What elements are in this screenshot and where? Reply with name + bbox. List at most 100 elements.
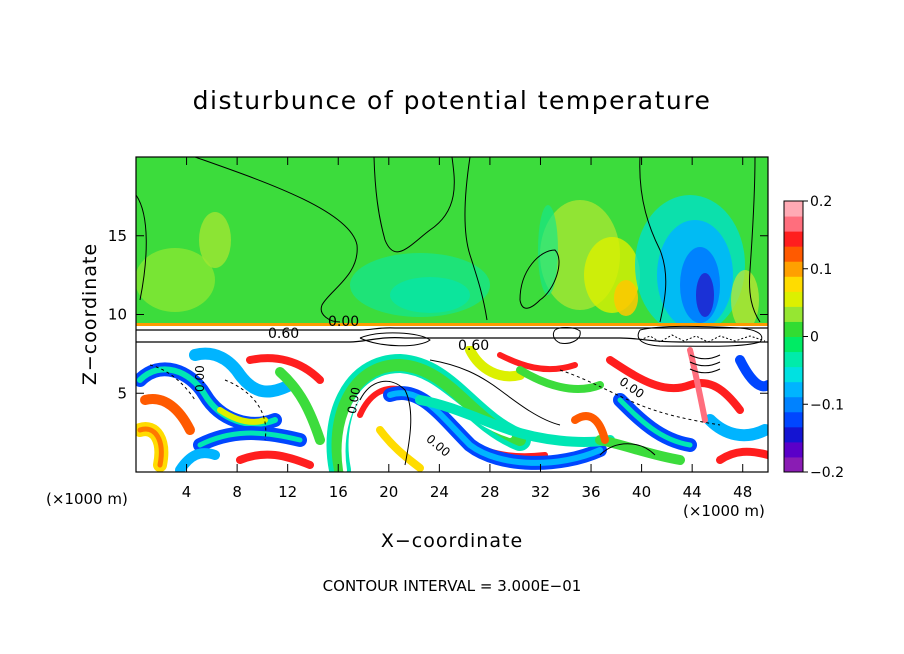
- streak: [387, 390, 603, 466]
- contour-line: [194, 157, 358, 323]
- contour-line: [749, 157, 761, 323]
- field-blob: [136, 248, 215, 312]
- colorbar-swatch: [784, 276, 803, 292]
- contour-line: [599, 443, 656, 456]
- contour-layer: [136, 157, 768, 466]
- streak: [465, 346, 525, 382]
- chart-title: disturbunce of potential temperature: [192, 86, 712, 115]
- colorbar-tick-label: −0.1: [810, 397, 844, 413]
- contour-line: [136, 194, 147, 301]
- colorbar-swatch: [784, 231, 803, 247]
- streak: [735, 355, 768, 392]
- colorbar-tick-label: −0.2: [810, 465, 844, 481]
- colorbar-swatch: [784, 216, 803, 232]
- colorbar-swatch: [784, 426, 803, 443]
- contour-label: 0.00: [345, 386, 363, 415]
- field-blob: [614, 280, 638, 316]
- x-tick-label: 12: [278, 483, 297, 501]
- x-tick-label: 8: [232, 483, 242, 501]
- contour-label: 0.00: [328, 314, 359, 330]
- x-tick-label: 28: [480, 483, 499, 501]
- y-ticks: [136, 235, 768, 394]
- colorbar-swatch: [784, 261, 803, 277]
- turbulence-layer: [136, 346, 768, 472]
- x-tick-label: 48: [733, 483, 752, 501]
- x-tick-label: 36: [581, 483, 600, 501]
- field-blob: [390, 277, 470, 313]
- streak: [175, 448, 220, 472]
- streak: [497, 352, 578, 373]
- contour-label: 0.60: [268, 326, 299, 342]
- field-layer: [136, 157, 768, 472]
- x-tick-label: 20: [379, 483, 398, 501]
- colorbar-swatch: [784, 351, 803, 368]
- colorbar-swatch: [784, 246, 803, 262]
- y-tick-label: 5: [117, 384, 127, 402]
- field-blob: [731, 270, 759, 330]
- contour-label: 0.60: [458, 338, 489, 354]
- streak: [236, 450, 314, 469]
- contour-line: [224, 379, 267, 441]
- x-unit-right: (×1000 m): [683, 502, 765, 520]
- contour-line: [359, 380, 412, 466]
- colorbar-labels: 0.2 0.1 0 −0.1 −0.2: [810, 194, 844, 481]
- stable-band: [136, 326, 768, 346]
- streak: [376, 426, 424, 472]
- x-tick-labels: 4 8 12 16 20 24 28 32 36 40 44 48: [182, 483, 752, 501]
- streak: [140, 394, 195, 435]
- colorbar-swatch: [784, 336, 803, 353]
- x-tick-label: 24: [430, 483, 449, 501]
- colorbar-swatch: [784, 381, 803, 398]
- colorbar-tick-label: 0.2: [810, 194, 832, 210]
- streak: [571, 412, 609, 444]
- streak: [716, 447, 768, 464]
- contour-line: [639, 157, 667, 323]
- contour-line: [136, 336, 768, 343]
- contour-label: 0.00: [193, 365, 207, 392]
- contour-line: [359, 332, 431, 347]
- x-tick-label: 16: [329, 483, 348, 501]
- streak: [516, 366, 604, 394]
- colorbar-tick-label: 0: [810, 330, 819, 346]
- colorbar-swatch: [784, 456, 803, 473]
- y-axis-label: Z−coordinate: [79, 243, 101, 385]
- field-blob: [696, 273, 714, 317]
- contour-line: [689, 354, 721, 374]
- x-tick-label: 44: [683, 483, 702, 501]
- y-tick-label: 10: [108, 306, 127, 324]
- streak: [246, 354, 324, 384]
- streak: [189, 347, 296, 398]
- x-unit-left: (×1000 m): [46, 490, 128, 508]
- x-tick-label: 4: [182, 483, 192, 501]
- colorbar-swatch: [784, 396, 803, 413]
- contour-line: [136, 327, 768, 331]
- x-tick-label: 40: [632, 483, 651, 501]
- field-blob: [538, 205, 558, 295]
- colorbar-swatch: [784, 366, 803, 383]
- colorbar: [783, 200, 808, 473]
- colorbar-swatch: [784, 201, 803, 217]
- streak: [197, 430, 303, 448]
- streak: [217, 407, 268, 425]
- x-tick-label: 32: [531, 483, 550, 501]
- contour-line: [464, 157, 488, 321]
- streak: [137, 426, 164, 468]
- streak: [275, 367, 325, 445]
- streak: [606, 356, 744, 414]
- y-tick-label: 15: [108, 227, 127, 245]
- colorbar-swatch: [784, 321, 803, 337]
- streak: [617, 397, 693, 448]
- contour-line: [519, 249, 560, 309]
- contour-line: [429, 359, 561, 426]
- contour-interval-note: CONTOUR INTERVAL = 3.000E−01: [322, 577, 582, 595]
- colorbar-swatch: [784, 306, 803, 322]
- contour-line: [637, 325, 763, 347]
- field-blob: [199, 212, 231, 268]
- colorbar-swatch: [784, 411, 803, 428]
- colorbar-swatch: [784, 291, 803, 307]
- colorbar-tick-label: 0.1: [810, 262, 832, 278]
- contour-line: [373, 157, 455, 253]
- contour-line: [552, 327, 581, 344]
- inversion-band: [136, 323, 768, 326]
